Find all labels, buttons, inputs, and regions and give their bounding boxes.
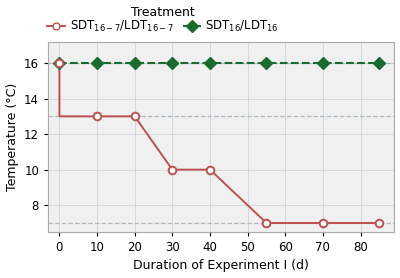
X-axis label: Duration of Experiment I (d): Duration of Experiment I (d) (133, 259, 309, 272)
Y-axis label: Temperature (°C): Temperature (°C) (6, 83, 18, 191)
Legend: SDT$_{16-7}$/LDT$_{16-7}$, SDT$_{16}$/LDT$_{16}$: SDT$_{16-7}$/LDT$_{16-7}$, SDT$_{16}$/LD… (47, 6, 279, 34)
